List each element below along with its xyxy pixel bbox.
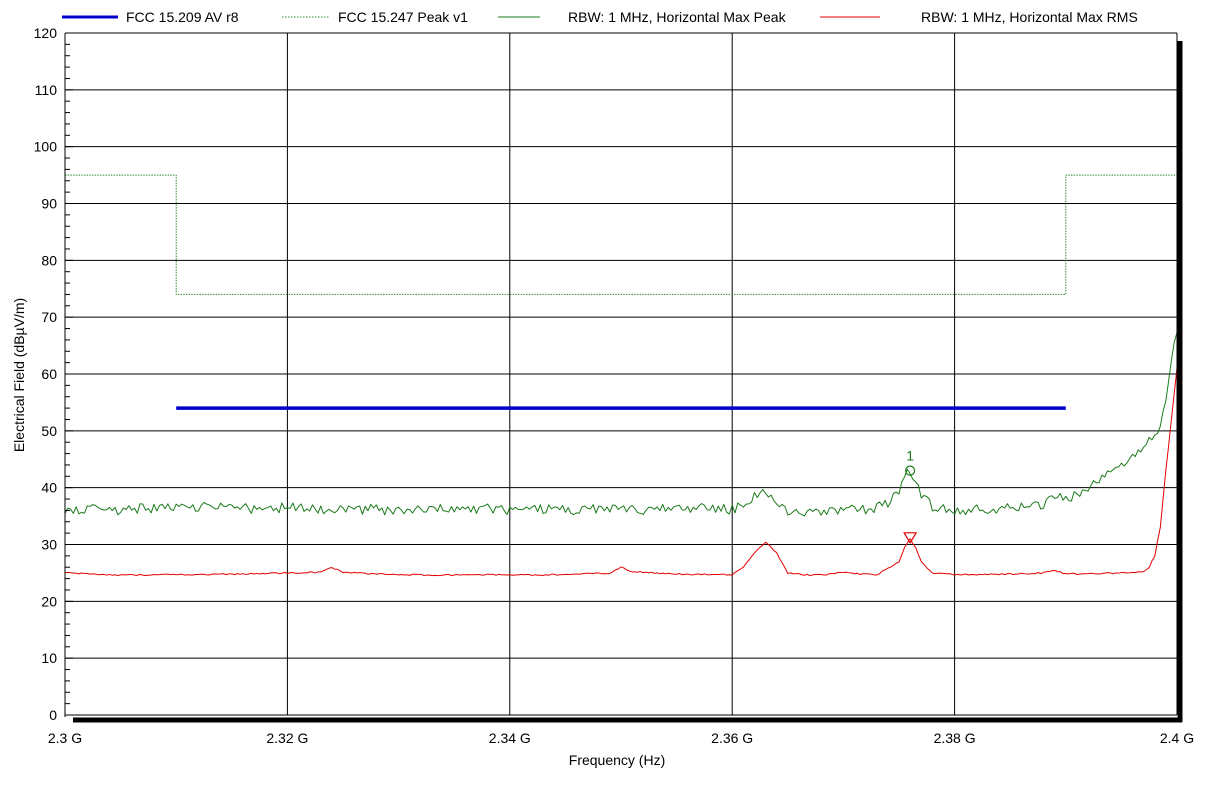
- legend-label-max-rms: RBW: 1 MHz, Horizontal Max RMS: [921, 9, 1138, 25]
- marker-triangle: [903, 532, 918, 544]
- marker-circle: [905, 465, 916, 476]
- x-axis-title: Frequency (Hz): [569, 752, 665, 768]
- y-tick-label: 100: [34, 139, 58, 155]
- legend-item-max-rms: RBW: 1 MHz, Horizontal Max RMS: [820, 9, 1138, 25]
- axes: [64, 32, 1183, 723]
- y-tick-label: 70: [41, 309, 57, 325]
- y-tick-label: 120: [34, 25, 58, 41]
- series-layer: [64, 174, 1178, 577]
- x-tick-label: 2.3 G: [48, 730, 82, 746]
- x-tick-label: 2.36 G: [711, 730, 753, 746]
- legend-item-max-peak: RBW: 1 MHz, Horizontal Max Peak: [498, 9, 787, 25]
- series-line-2: [64, 332, 1178, 517]
- y-tick-label: 90: [41, 196, 57, 212]
- y-tick-label: 110: [35, 82, 58, 98]
- y-tick-label: 50: [41, 423, 57, 439]
- legend: FCC 15.209 AV r8 FCC 15.247 Peak v1 RBW:…: [62, 9, 1138, 25]
- marker-label: 1: [906, 448, 914, 464]
- marker-layer: 1: [903, 448, 918, 544]
- y-tick-label: 40: [41, 480, 57, 496]
- x-tick-labels: 2.3 G 2.32 G 2.34 G 2.36 G 2.38 G 2.4 G: [48, 730, 1194, 746]
- x-tick-label: 2.4 G: [1160, 730, 1194, 746]
- legend-item-fcc-15-247: FCC 15.247 Peak v1: [282, 9, 468, 25]
- y-tick-label: 30: [41, 537, 57, 553]
- legend-label-fcc-15-247: FCC 15.247 Peak v1: [338, 9, 468, 25]
- legend-item-fcc-15-209: FCC 15.209 AV r8: [62, 9, 239, 25]
- y-tick-labels: 0 10 20 30 40 50 60 70 80 90 100 110 120: [34, 25, 58, 723]
- y-tick-label: 20: [41, 593, 57, 609]
- y-tick-label: 60: [41, 366, 57, 382]
- series-line-1: [65, 174, 1177, 295]
- y-tick-label: 0: [49, 707, 57, 723]
- series-line-3: [64, 367, 1178, 577]
- x-tick-label: 2.34 G: [489, 730, 531, 746]
- legend-label-max-peak: RBW: 1 MHz, Horizontal Max Peak: [568, 9, 787, 25]
- legend-label-fcc-15-209: FCC 15.209 AV r8: [126, 9, 239, 25]
- y-axis-title: Electrical Field (dBµV/m): [11, 298, 27, 452]
- y-tick-label: 80: [41, 252, 57, 268]
- x-tick-label: 2.38 G: [934, 730, 976, 746]
- x-tick-label: 2.32 G: [266, 730, 308, 746]
- y-tick-label: 10: [41, 650, 57, 666]
